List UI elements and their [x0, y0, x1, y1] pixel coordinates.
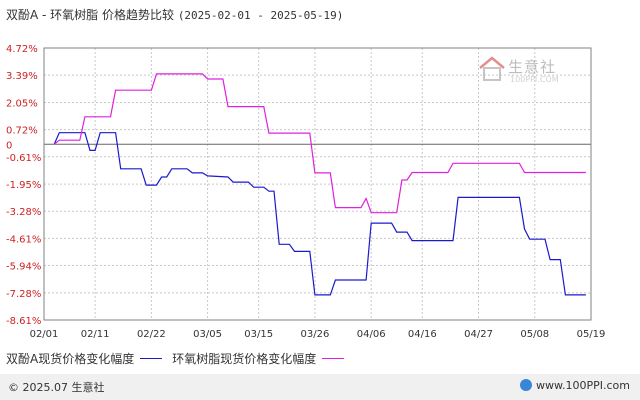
x-tick-label: 02/01 — [30, 329, 59, 340]
plot-border — [43, 47, 592, 321]
y-tick-label: -1.95% — [6, 180, 41, 191]
legend-item-bisphenol-a: 双酚A现货价格变化幅度 — [6, 350, 163, 367]
x-tick-label: 03/15 — [244, 329, 273, 340]
x-tick-label: 02/22 — [137, 329, 166, 340]
legend-label-bisphenol-a: 双酚A现货价格变化幅度 — [6, 352, 135, 366]
footer-site-text: www.100PPI.com — [536, 379, 630, 392]
y-tick-label: -5.94% — [6, 262, 41, 273]
x-tick-label: 02/11 — [81, 329, 110, 340]
chart-title: 双酚A - 环氧树脂 价格趋势比较 (2025-02-01 - 2025-05-… — [6, 6, 343, 23]
legend-swatch-bisphenol-a — [140, 358, 163, 359]
tick-labels: 4.72% 3.39% 2.05% 0.72% 0 -0.61% -1.95% -3.28% -… — [6, 44, 605, 340]
footer-copyright: © 2025.07 生意社 — [8, 381, 105, 394]
x-tick-label: 05/08 — [520, 329, 549, 340]
y-tick-label: -7.28% — [6, 289, 41, 300]
y-tick-label: 2.05% — [6, 98, 38, 109]
data-series — [53, 73, 586, 296]
series-line-bisphenol-a — [53, 132, 586, 296]
chart-title-text: 双酚A - 环氧树脂 价格趋势比较 — [6, 8, 174, 22]
axes — [43, 47, 592, 321]
x-tick-label: 04/06 — [357, 329, 386, 340]
watermark-logo: 生意社 100PPI.COM — [478, 54, 578, 88]
footer-bar: © 2025.07 生意社 www.100PPI.com — [0, 374, 640, 400]
x-tick-label: 03/05 — [193, 329, 222, 340]
watermark-name: 生意社 — [508, 58, 557, 76]
footer-site-link[interactable]: www.100PPI.com — [520, 379, 630, 392]
chart-date-range: (2025-02-01 - 2025-05-19) — [177, 9, 344, 22]
grid-lines — [43, 47, 592, 321]
series-line-epoxy-resin — [53, 73, 586, 214]
y-tick-label: -0.61% — [6, 153, 41, 164]
y-tick-label: -8.61% — [6, 316, 41, 327]
x-tick-label: 03/26 — [301, 329, 330, 340]
house-logo-icon — [479, 56, 505, 81]
y-tick-label: 0.72% — [6, 126, 38, 137]
legend-label-epoxy-resin: 环氧树脂现货价格变化幅度 — [172, 352, 317, 366]
legend-item-epoxy-resin: 环氧树脂现货价格变化幅度 — [172, 350, 345, 367]
globe-icon — [520, 379, 533, 391]
x-tick-label: 04/27 — [464, 329, 493, 340]
legend-swatch-epoxy-resin — [322, 358, 345, 359]
y-tick-label: 0 — [6, 140, 12, 151]
x-tick-label: 05/19 — [577, 329, 606, 340]
y-tick-label: 4.72% — [6, 44, 38, 55]
y-tick-label: -3.28% — [6, 207, 41, 218]
watermark-url: 100PPI.COM — [510, 75, 559, 84]
chart-legend: 双酚A现货价格变化幅度 环氧树脂现货价格变化幅度 — [6, 350, 345, 367]
x-tick-label: 04/16 — [408, 329, 437, 340]
y-tick-label: 3.39% — [6, 71, 38, 82]
y-tick-label: -4.61% — [6, 234, 41, 245]
